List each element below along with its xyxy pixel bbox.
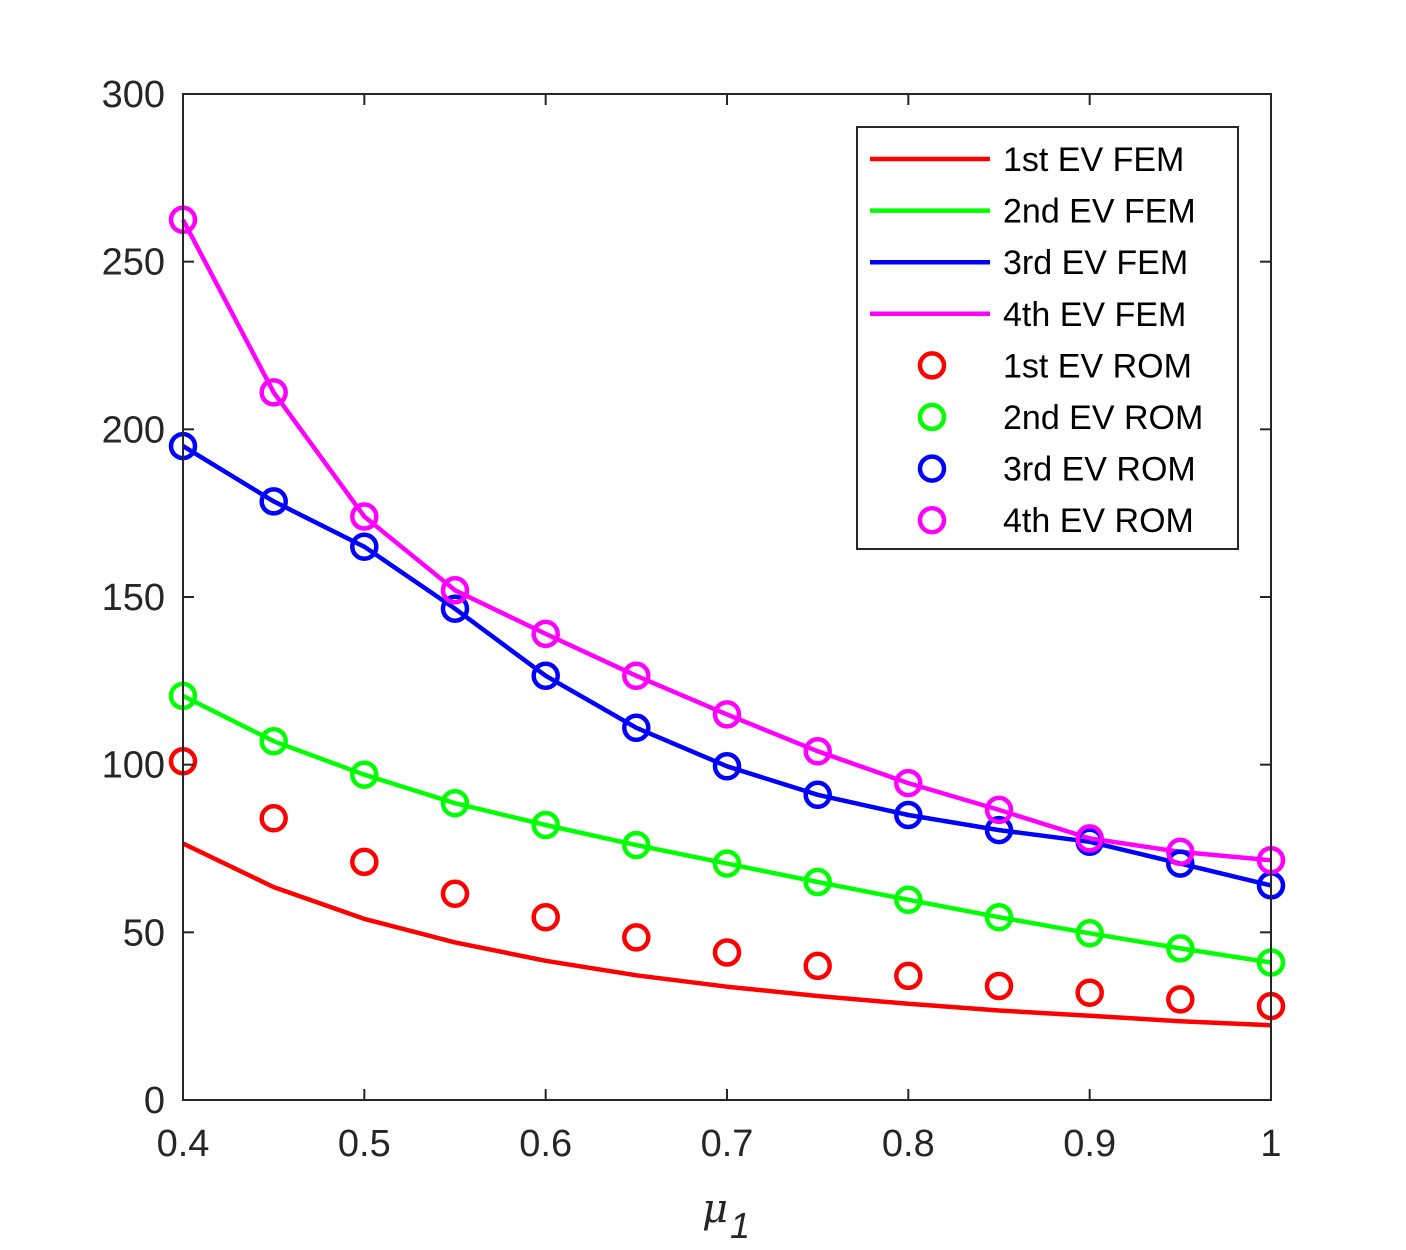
data-point [894, 961, 923, 991]
data-point [531, 810, 560, 840]
x-tick-label: 1 [1260, 1123, 1281, 1165]
data-point [531, 661, 560, 691]
x-tick-label: 0.9 [1063, 1123, 1116, 1165]
data-point [712, 938, 742, 967]
series-line [181, 444, 1272, 888]
y-tick-label: 0 [144, 1080, 165, 1122]
data-point [984, 815, 1014, 845]
legend-item: 1st EV FEM [870, 141, 1184, 179]
x-tick-label: 0.6 [519, 1123, 572, 1165]
legend-label: 2nd EV ROM [1003, 399, 1203, 437]
data-point [894, 800, 923, 830]
legend-marker-swatch [917, 402, 947, 432]
legend-box [856, 126, 1239, 550]
y-tick-label: 50 [123, 912, 165, 954]
x-tick-label: 0.8 [882, 1123, 935, 1165]
data-point [350, 502, 379, 531]
data-point [1075, 824, 1104, 853]
series-line [182, 841, 1272, 1028]
data-point [531, 619, 560, 649]
legend-label: 3rd EV ROM [1003, 451, 1196, 489]
y-tick-label: 200 [102, 409, 165, 451]
series-6 [168, 681, 1286, 977]
data-point [350, 760, 379, 789]
series-line [181, 218, 1272, 863]
x-axis-label-symbol: μ [702, 1186, 728, 1232]
data-point [984, 902, 1014, 932]
data-point [712, 700, 742, 729]
legend-item: 4th EV FEM [870, 296, 1186, 334]
data-point [1075, 919, 1104, 948]
data-point [622, 923, 651, 952]
data-point [894, 768, 923, 798]
data-point [531, 902, 560, 932]
series-4 [181, 218, 1272, 863]
legend-item: 3rd EV ROM [917, 451, 1196, 489]
data-point [622, 713, 651, 743]
series-2 [181, 693, 1272, 965]
data-point [803, 951, 832, 981]
data-point [1166, 837, 1195, 867]
x-axis-label: μ1 [702, 1186, 750, 1246]
legend-label: 4th EV ROM [1003, 502, 1194, 540]
legend-label: 3rd EV FEM [1003, 244, 1188, 282]
data-point [803, 780, 832, 810]
legend-item: 2nd EV ROM [917, 399, 1203, 437]
data-point [350, 847, 379, 877]
data-point [1166, 934, 1195, 963]
legend-item: 1st EV ROM [917, 347, 1192, 385]
legend-item: 4th EV ROM [917, 502, 1194, 540]
data-point [712, 849, 742, 878]
data-point [259, 726, 288, 756]
y-tick-label: 250 [102, 242, 165, 284]
y-tick-label: 300 [102, 74, 165, 116]
legend: 1st EV FEM 2nd EV FEM 3rd EV FEM 4th EV FEM… [856, 126, 1239, 550]
data-point [1075, 978, 1104, 1007]
data-point [622, 830, 651, 860]
x-tick-label: 0.5 [338, 1123, 391, 1165]
data-point [259, 487, 288, 516]
x-tick-label: 0.4 [157, 1123, 210, 1165]
series-3 [181, 444, 1272, 888]
series-line [181, 693, 1272, 965]
data-point [350, 532, 379, 561]
series-1 [182, 841, 1272, 1028]
data-point [1166, 849, 1195, 878]
series-layer [168, 205, 1286, 1028]
y-tick-label: 100 [102, 745, 165, 787]
legend-label: 4th EV FEM [1003, 296, 1186, 334]
data-point [984, 795, 1014, 825]
legend-marker-swatch [917, 505, 947, 535]
x-tick-label: 0.7 [701, 1123, 754, 1165]
data-point [984, 971, 1014, 1001]
y-tick-label: 150 [102, 577, 165, 619]
data-point [712, 752, 742, 781]
data-point [803, 737, 832, 766]
data-point [440, 576, 470, 605]
data-point [440, 788, 470, 818]
data-point [1166, 985, 1195, 1014]
x-axis-label-subscript: 1 [730, 1205, 750, 1246]
legend-marker-swatch [917, 454, 947, 483]
legend-label: 1st EV ROM [1003, 347, 1192, 385]
data-point [440, 594, 470, 623]
data-point [259, 378, 288, 407]
legend-label: 1st EV FEM [1003, 141, 1184, 179]
legend-item: 2nd EV FEM [870, 193, 1196, 231]
legend-label: 2nd EV FEM [1003, 193, 1196, 231]
legend-item: 3rd EV FEM [870, 244, 1188, 282]
data-point [803, 867, 832, 897]
data-point [259, 804, 288, 833]
data-point [894, 885, 923, 915]
data-point [622, 661, 651, 691]
legend-marker-swatch [917, 351, 947, 380]
data-point [440, 879, 470, 909]
axes-layer: 0.4 0.5 0.6 0.7 0.8 0.9 1 0 50 100 150 200 250 300 [102, 74, 1282, 1165]
